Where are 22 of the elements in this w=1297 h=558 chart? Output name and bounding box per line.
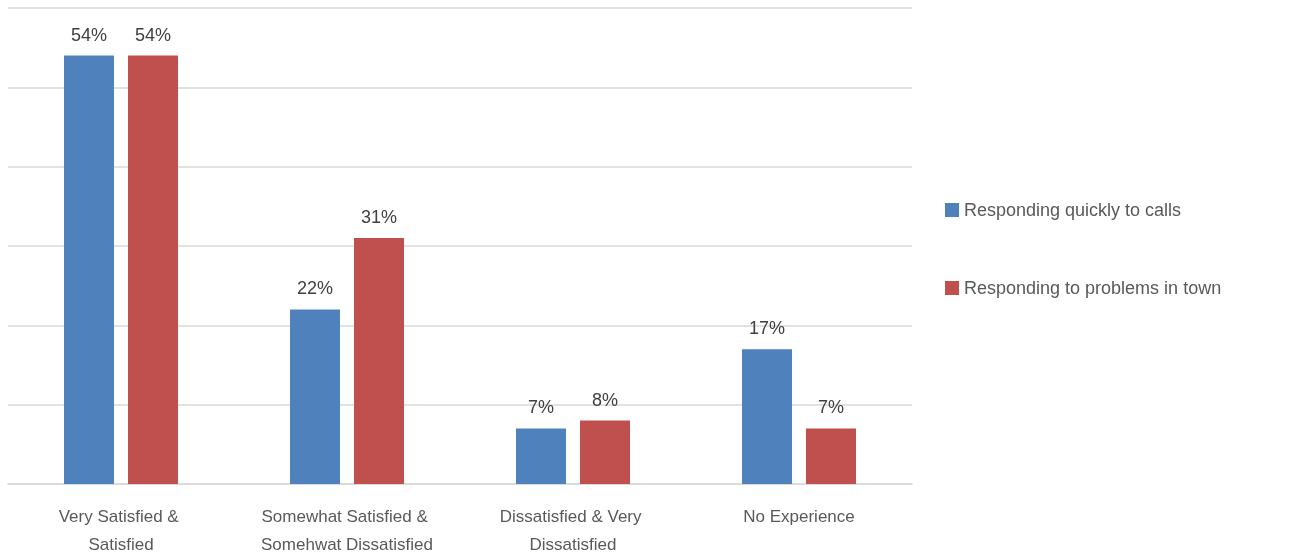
bar (806, 428, 856, 484)
bar (354, 238, 404, 484)
x-tick-label: Very Satisfied & Satisfied (58, 506, 184, 554)
bar (64, 55, 114, 484)
bar (516, 428, 566, 484)
data-label: 7% (817, 397, 845, 418)
data-label: 22% (296, 278, 334, 299)
data-label: 31% (360, 207, 398, 228)
data-label: 7% (527, 397, 555, 418)
legend-label: Responding to problems in town (964, 278, 1222, 298)
data-label: 17% (748, 318, 786, 339)
bar (128, 55, 178, 484)
x-tick-label: Somewhat Satisfied & Somehwat Dissatisfied (261, 506, 433, 554)
bar (742, 349, 792, 484)
legend-label: Responding quickly to calls (964, 200, 1182, 220)
x-tick-label: Dissatisfied & Very Dissatisfied (499, 506, 647, 554)
data-label: 54% (134, 24, 172, 45)
x-tick-label: No Experience (743, 506, 855, 526)
bar (580, 420, 630, 484)
data-label: 54% (70, 24, 108, 45)
bar (290, 309, 340, 484)
data-label: 8% (591, 389, 619, 410)
